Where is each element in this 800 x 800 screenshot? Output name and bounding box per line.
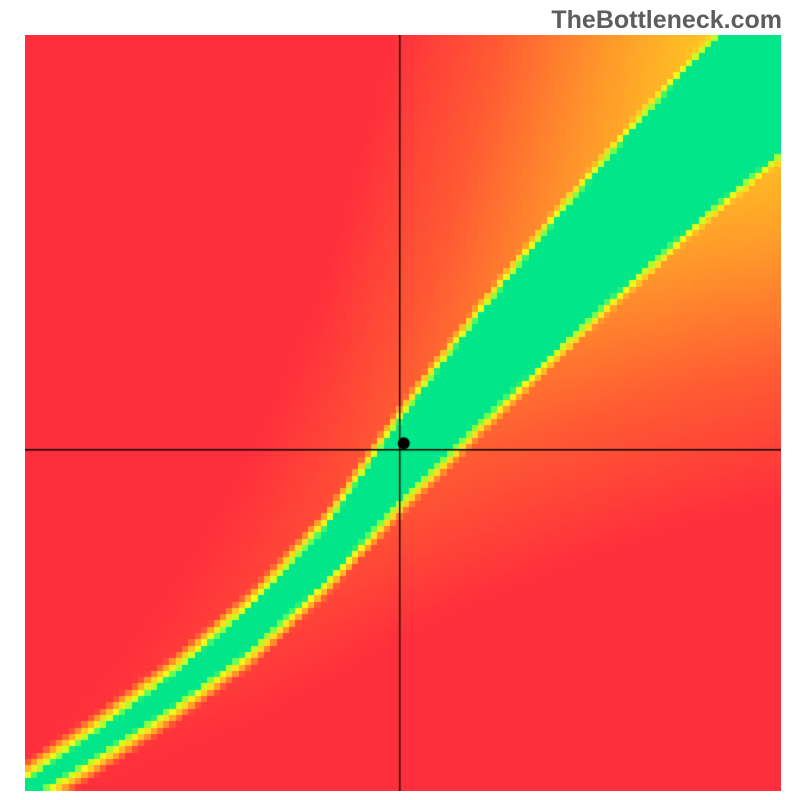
heatmap-canvas xyxy=(25,35,781,791)
watermark-text: TheBottleneck.com xyxy=(551,6,782,35)
chart-container: TheBottleneck.com xyxy=(0,0,800,800)
